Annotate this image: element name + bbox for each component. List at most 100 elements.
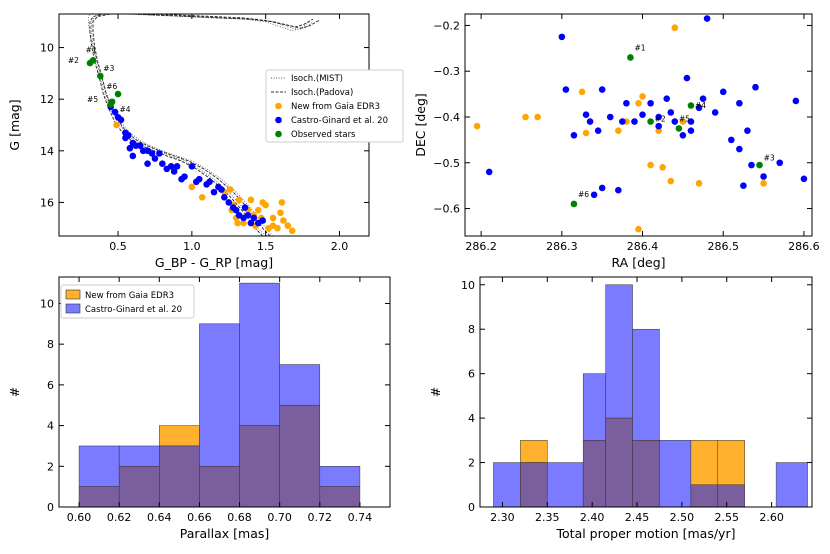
legend-patch-gaia (65, 289, 81, 300)
y-tick-label: 12 (40, 93, 54, 106)
data-point (148, 150, 156, 157)
data-point (671, 24, 679, 32)
x-axis-label: Parallax [mas] (180, 526, 270, 541)
histogram-bar-castro (239, 282, 280, 426)
histogram-bar-overlap (582, 440, 606, 508)
data-point (748, 161, 755, 169)
x-tick-label: 1.5 (257, 240, 275, 253)
data-point (284, 222, 292, 229)
data-point (89, 57, 97, 64)
data-point (159, 160, 166, 168)
data-point (195, 175, 203, 183)
x-axis-label: RA [deg] (611, 255, 665, 270)
data-point (687, 102, 695, 109)
histogram-bar-gaia (717, 440, 745, 486)
data-point (736, 145, 743, 153)
data-point (562, 86, 570, 93)
star-annotation: #1 (86, 46, 97, 55)
histogram-bar-overlap (632, 440, 660, 508)
x-tick-label: 0.62 (107, 511, 132, 524)
histogram-bar-overlap (319, 486, 361, 508)
legend-label-hist-castro: Castro-Ginard et al. 20 (85, 305, 182, 315)
data-point (126, 144, 134, 152)
data-point (558, 33, 566, 41)
legend-label-gaia: New from Gaia EDR3 (291, 102, 380, 112)
x-tick-label: 2.35 (535, 511, 560, 524)
data-point (277, 209, 284, 217)
data-point (570, 131, 578, 139)
plot-area (473, 15, 808, 233)
legend-label-observed: Observed stars (291, 130, 356, 140)
data-point (695, 180, 703, 187)
data-point (173, 163, 181, 170)
legend-label-castro: Castro-Ginard et al. 20 (291, 116, 388, 126)
data-point (108, 98, 116, 106)
data-point (244, 212, 252, 219)
histogram-bar-overlap (159, 445, 200, 508)
data-point (218, 186, 225, 193)
data-point (655, 122, 662, 130)
data-point (594, 127, 602, 135)
data-point (221, 193, 228, 201)
data-point (639, 111, 646, 119)
data-point (728, 136, 735, 144)
y-tick-label: −0.2 (433, 19, 460, 32)
data-point (615, 186, 622, 194)
data-point (578, 88, 586, 96)
legend-marker-gaia (275, 102, 282, 110)
data-point (703, 15, 711, 22)
data-point (663, 95, 671, 102)
y-tick-label: 10 (40, 42, 54, 55)
data-point (225, 199, 233, 206)
data-point (97, 72, 104, 80)
histogram-bar-overlap (199, 466, 240, 508)
parallax-histogram-panel: 0.60 0.62 0.64 0.66 0.68 0.70 0.72 0.74 0 2 4 6 8 10 P… (7, 276, 391, 541)
y-tick-label: 10 (40, 297, 54, 310)
x-tick-label: 286.2 (465, 240, 497, 253)
plot-frame (464, 13, 813, 237)
data-point (473, 122, 481, 130)
data-point (485, 168, 493, 176)
data-point (241, 204, 249, 211)
data-point (647, 99, 654, 107)
sky-position-panel: #1 #2 #3 #5 #4 #6 286.2 286.3 286.4 286.5 286.6 −0.… (413, 13, 820, 270)
data-point (278, 199, 286, 206)
data-point (586, 118, 594, 125)
data-point (598, 184, 606, 192)
proper-motion-histogram-panel: 2.30 2.35 2.40 2.45 2.50 2.55 2.60 0 2 4 6 8 10 Total… (428, 276, 813, 541)
data-point (776, 159, 784, 167)
x-tick-label: 2.30 (490, 511, 515, 524)
plot-area (86, 14, 320, 236)
legend-label-padova: Isoch.(Padova) (291, 88, 353, 98)
y-tick-label: 0 (47, 501, 54, 514)
data-point (240, 219, 247, 227)
x-tick-label: 286.4 (627, 240, 659, 253)
data-point (675, 125, 683, 132)
data-point (269, 214, 277, 222)
data-point (619, 118, 626, 125)
y-tick-label: 4 (47, 420, 54, 433)
y-tick-label: 6 (47, 379, 54, 392)
histogram-bar-overlap (118, 466, 160, 508)
data-point (269, 222, 277, 229)
data-point (234, 219, 241, 227)
y-tick-label: −0.6 (433, 203, 460, 216)
x-tick-label: 2.55 (715, 511, 740, 524)
x-axis-label: G_BP - G_RP [mag] (155, 255, 273, 270)
data-point (687, 118, 695, 125)
data-point (522, 113, 529, 121)
y-tick-label: 8 (47, 338, 54, 351)
histogram-bar-castro (659, 440, 692, 508)
y-tick-label: 4 (468, 412, 475, 425)
x-tick-label: 2.40 (580, 511, 605, 524)
data-point (752, 83, 759, 91)
data-point (687, 127, 695, 135)
data-point (655, 113, 662, 121)
histogram-bar-overlap (279, 404, 321, 508)
data-point (144, 160, 151, 168)
data-point (136, 142, 144, 149)
data-point (792, 97, 800, 105)
data-point (740, 182, 747, 189)
data-point (259, 217, 267, 224)
data-point (683, 74, 691, 82)
